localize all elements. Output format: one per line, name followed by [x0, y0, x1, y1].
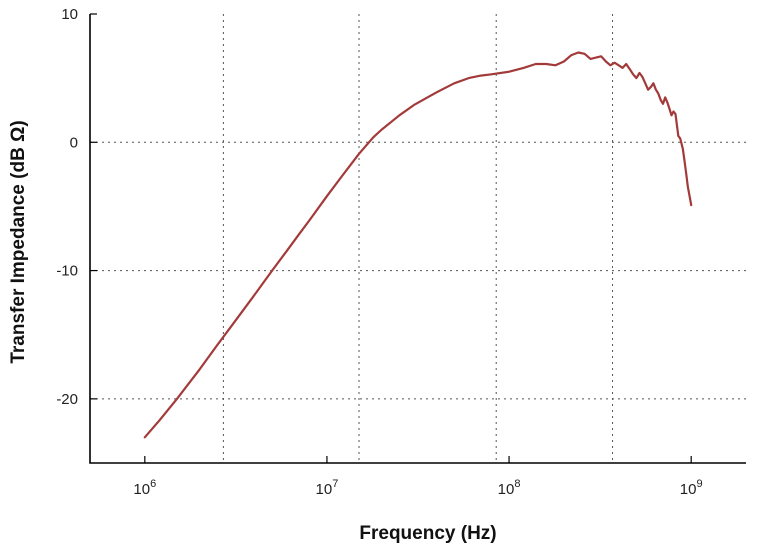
x-tick-label: 109	[680, 478, 703, 498]
grid-layer	[90, 14, 746, 463]
x-tick-label: 106	[133, 478, 156, 498]
x-tick-label-base: 10	[133, 481, 150, 498]
x-tick-label-exponent: 6	[150, 478, 156, 490]
x-tick-label-exponent: 7	[332, 478, 338, 490]
series-line	[143, 51, 693, 439]
x-tick-label-exponent: 8	[514, 478, 520, 490]
axis-frame	[89, 14, 746, 464]
series-layer	[143, 51, 693, 439]
y-tick-label: 10	[61, 6, 78, 23]
x-tick-label: 108	[498, 478, 521, 498]
y-axis-title: Transfer Impedance (dB Ω)	[8, 120, 29, 363]
x-axis-title: Frequency (Hz)	[359, 523, 496, 544]
axes-layer	[89, 13, 746, 464]
y-tick-label: 0	[70, 134, 78, 151]
x-tick-label-base: 10	[316, 481, 333, 498]
y-tick-label: -20	[56, 391, 78, 408]
x-tick-label-exponent: 9	[696, 478, 702, 490]
x-tick-label-base: 10	[680, 481, 697, 498]
x-tick-label-base: 10	[498, 481, 515, 498]
y-tick-label: -10	[56, 263, 78, 280]
x-tick-label: 107	[316, 478, 339, 498]
